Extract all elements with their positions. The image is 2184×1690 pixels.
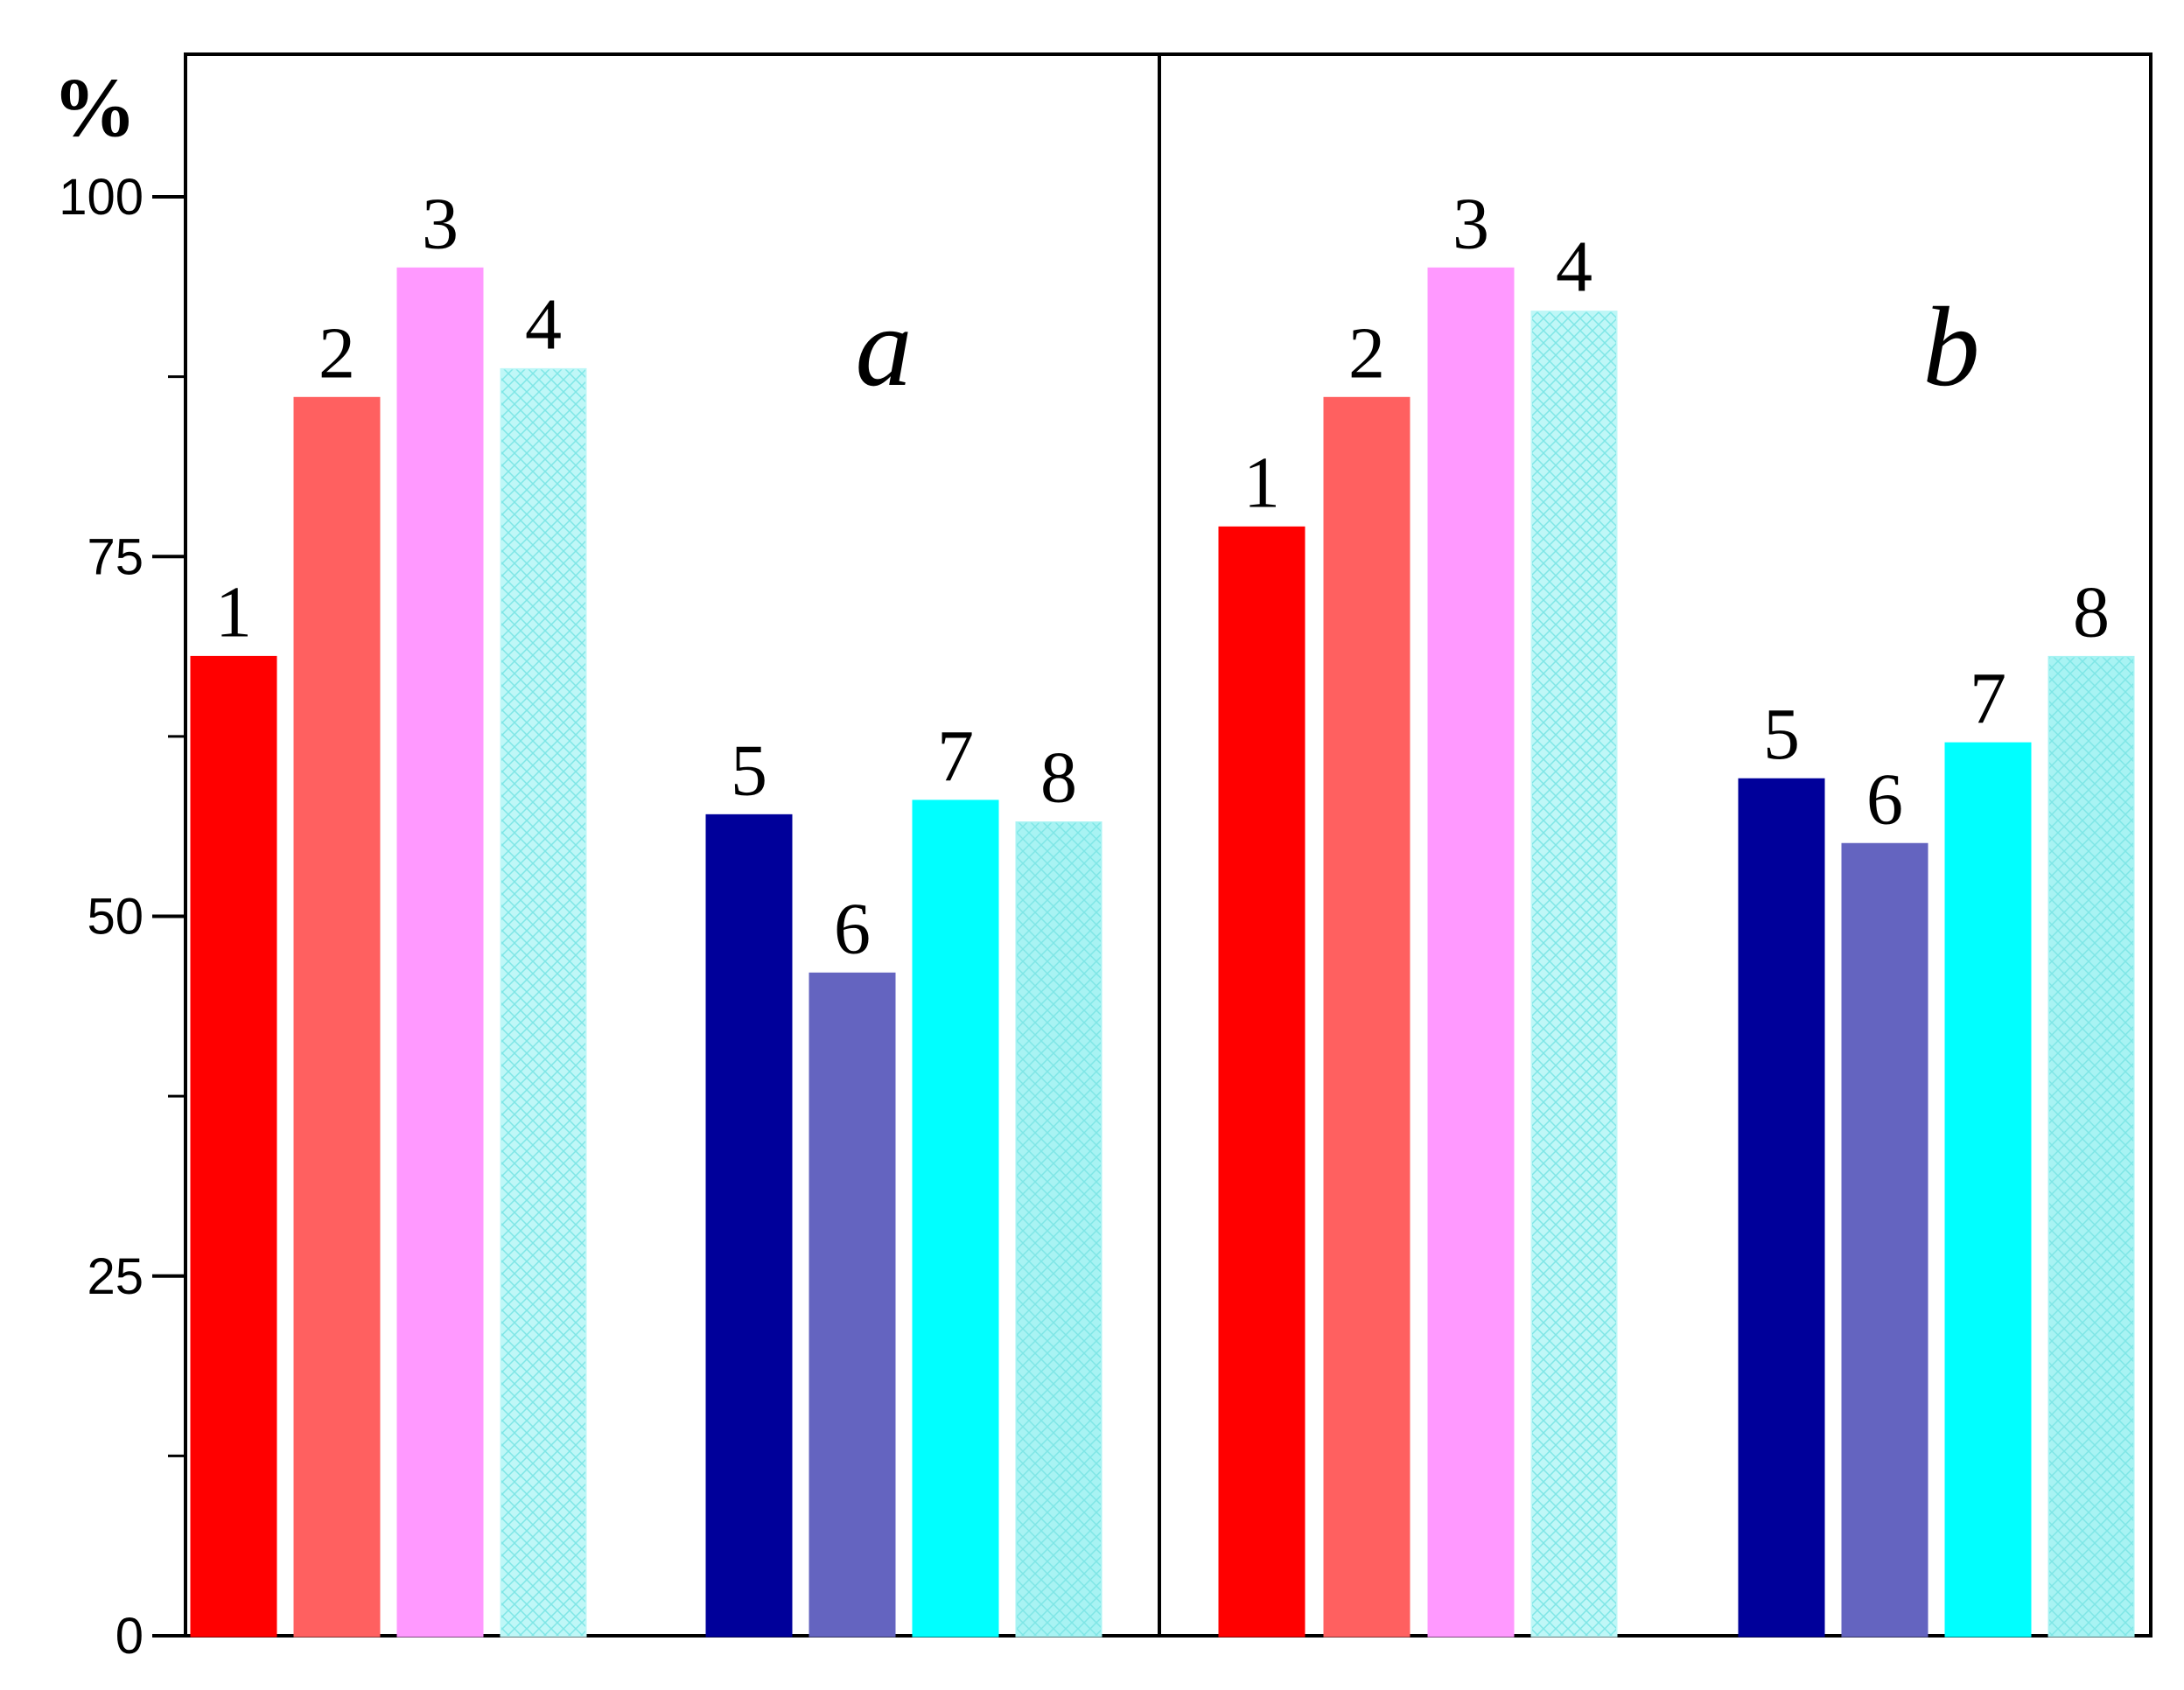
bar-b-7 <box>1944 742 2032 1638</box>
bar-a-6 <box>808 972 896 1638</box>
bar-label-a-3: 3 <box>422 183 458 264</box>
bar-a-3 <box>396 267 484 1638</box>
bar-label-a-1: 1 <box>215 571 252 653</box>
bar-label-b-3: 3 <box>1452 183 1489 264</box>
bar-hatch-a-4 <box>501 369 585 1636</box>
bar-label-b-5: 5 <box>1763 694 1800 775</box>
bar-a-7 <box>912 800 999 1638</box>
bar-hatch-b-8 <box>2049 657 2133 1636</box>
panel-label-a: a <box>856 284 913 410</box>
bar-b-5 <box>1738 778 1825 1638</box>
bars <box>190 267 2135 1638</box>
bar-hatch-b-4 <box>1532 311 1616 1637</box>
bar-label-b-6: 6 <box>1866 758 1903 840</box>
y-tick-label: 50 <box>87 889 144 946</box>
bar-label-a-8: 8 <box>1040 737 1077 819</box>
bar-b-1 <box>1218 526 1306 1638</box>
bar-label-a-2: 2 <box>318 312 355 394</box>
bar-label-b-8: 8 <box>2073 571 2110 653</box>
y-tick-label: 0 <box>116 1608 144 1665</box>
bar-a-5 <box>705 814 793 1638</box>
bar-hatch-a-8 <box>1017 822 1101 1636</box>
bar-label-a-5: 5 <box>731 730 767 811</box>
y-tick-label: 75 <box>87 528 144 585</box>
bar-a-2 <box>293 396 381 1638</box>
bar-label-b-2: 2 <box>1348 312 1385 394</box>
bar-a-1 <box>190 655 277 1638</box>
panel-label-b: b <box>1923 284 1980 410</box>
bar-b-2 <box>1323 396 1410 1638</box>
bar-label-b-1: 1 <box>1243 442 1280 523</box>
bar-b-6 <box>1841 842 1928 1638</box>
y-tick-label: 100 <box>59 169 144 226</box>
y-tick-label: 25 <box>87 1248 144 1305</box>
plot-frame <box>184 52 2152 1638</box>
bar-label-b-4: 4 <box>1556 227 1592 308</box>
bar-label-a-7: 7 <box>937 716 974 797</box>
bar-label-a-4: 4 <box>525 283 562 365</box>
bar-b-3 <box>1427 267 1515 1638</box>
bar-label-b-7: 7 <box>1970 658 2006 739</box>
y-unit-label: % <box>52 60 136 154</box>
bar-label-a-6: 6 <box>834 888 871 969</box>
